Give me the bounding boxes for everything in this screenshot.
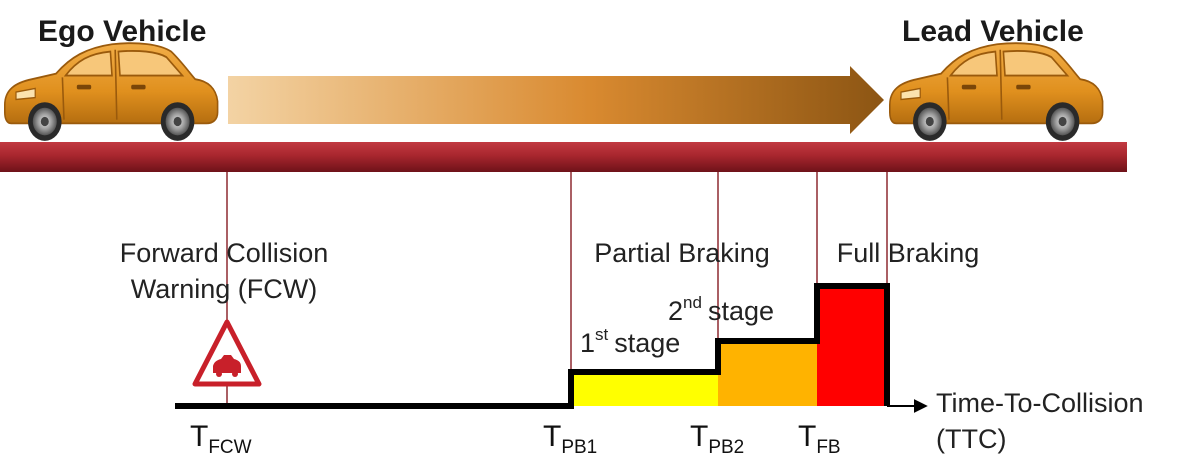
fcw-label-line2: Warning (FCW) [131,274,318,304]
road [0,142,1127,172]
stage2-word: stage [708,296,774,326]
marker-t-pb1: TPB1 [543,420,597,458]
braking-profile-line [175,283,890,409]
stage1-label: 1st stage [580,325,680,358]
full-braking-fill [817,286,887,406]
marker-t-fb: TFB [798,420,841,458]
marker-t-fcw: TFCW [190,420,252,458]
ttc-axis-label-line2: (TTC) [936,424,1006,454]
stage2-suffix: nd [683,293,702,312]
lead-car-icon [888,42,1104,142]
stage1-number: 1 [580,328,595,358]
stage1-suffix: st [595,325,609,344]
stage2-label: 2nd stage [668,293,774,326]
ttc-axis-label-line1: Time-To-Collision [936,388,1144,418]
full-braking-label: Full Braking [837,238,980,268]
fcw-label-line1: Forward Collision [120,238,329,268]
stage2-fill [718,341,817,406]
stage1-word: stage [614,328,680,358]
partial-braking-label: Partial Braking [594,238,770,268]
marker-t-pb2: TPB2 [690,420,744,458]
stage1-fill [571,372,718,406]
lead-vehicle-label: Lead Vehicle [902,15,1084,48]
stage2-number: 2 [668,296,683,326]
ego-car-icon [3,42,219,142]
arrow-right-icon [228,66,884,134]
warning-triangle-car-icon [192,319,262,387]
